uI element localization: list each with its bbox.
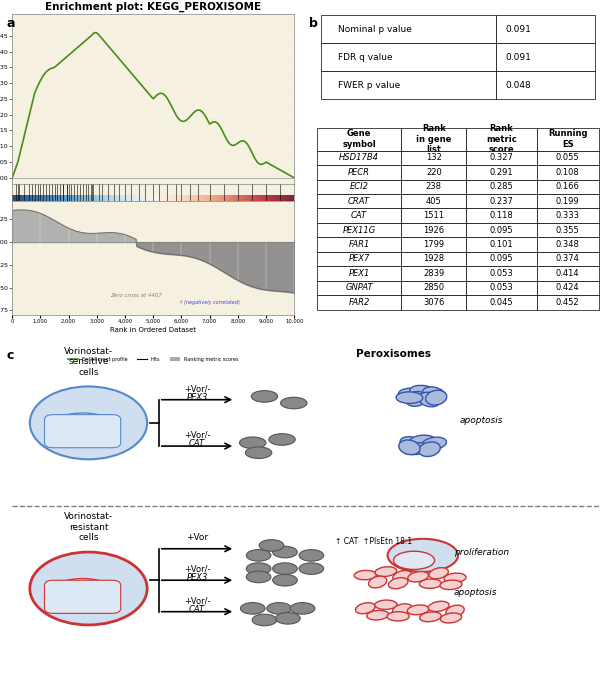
Ellipse shape [246,563,271,575]
Text: ↑ CAT  ↑PlsEtn 18:1: ↑ CAT ↑PlsEtn 18:1 [335,537,412,546]
Text: Vorinostat-
resistant
cells: Vorinostat- resistant cells [64,512,113,542]
Ellipse shape [396,392,423,403]
Ellipse shape [267,603,291,614]
Ellipse shape [246,571,271,583]
Text: PEX3: PEX3 [186,573,208,582]
Text: +Vor/-: +Vor/- [184,565,210,574]
Ellipse shape [367,610,389,620]
Ellipse shape [426,390,447,405]
Ellipse shape [259,540,284,551]
Ellipse shape [441,613,462,623]
Text: CAT: CAT [189,439,205,448]
Text: Zero cross at 4407: Zero cross at 4407 [111,292,163,297]
Ellipse shape [252,614,277,626]
Text: CAT: CAT [189,605,205,614]
Ellipse shape [246,447,272,458]
Ellipse shape [299,563,324,575]
Ellipse shape [419,393,441,407]
Ellipse shape [399,440,420,455]
Ellipse shape [30,386,147,460]
Ellipse shape [290,603,315,614]
Ellipse shape [419,442,441,456]
Text: † (negatively correlated): † (negatively correlated) [180,300,240,305]
Ellipse shape [48,579,118,612]
Text: +Vor/-: +Vor/- [184,384,210,393]
Ellipse shape [408,571,428,582]
Ellipse shape [444,573,466,583]
Ellipse shape [409,435,436,447]
Ellipse shape [30,552,147,625]
Ellipse shape [299,549,324,561]
Ellipse shape [420,612,441,622]
Text: Peroxisomes: Peroxisomes [356,349,431,359]
Ellipse shape [273,546,298,558]
Ellipse shape [428,601,449,612]
Ellipse shape [280,397,307,409]
Ellipse shape [375,566,397,577]
Text: c: c [6,349,13,362]
Ellipse shape [48,413,118,446]
Text: apoptosis: apoptosis [454,588,497,597]
Ellipse shape [419,579,442,588]
Ellipse shape [354,571,376,580]
Ellipse shape [429,568,448,579]
Text: b: b [309,17,318,30]
Ellipse shape [403,443,430,455]
Text: PEX3: PEX3 [186,393,208,401]
Ellipse shape [422,387,445,401]
Text: +Vor/-: +Vor/- [184,431,210,440]
Ellipse shape [251,390,277,402]
Title: Enrichment plot: KEGG_PEROXISOME: Enrichment plot: KEGG_PEROXISOME [45,1,262,12]
Ellipse shape [410,386,436,397]
Ellipse shape [368,576,387,588]
Text: apoptosis: apoptosis [459,416,503,425]
Ellipse shape [440,580,462,590]
Ellipse shape [240,437,266,449]
Text: +Vor/-: +Vor/- [184,597,210,606]
Ellipse shape [246,549,271,561]
Ellipse shape [393,551,434,569]
Text: 0 (positively correlated): 0 (positively correlated) [13,212,72,216]
X-axis label: Rank in Ordered Dataset: Rank in Ordered Dataset [110,327,196,333]
Text: Vorinostat-
sensitive
cells: Vorinostat- sensitive cells [64,347,113,377]
FancyBboxPatch shape [45,414,121,448]
Ellipse shape [408,605,429,614]
Ellipse shape [422,437,447,450]
Ellipse shape [273,563,298,575]
Ellipse shape [240,603,265,614]
Ellipse shape [387,539,458,572]
Ellipse shape [375,600,397,610]
Text: +Vor: +Vor [186,534,208,543]
Ellipse shape [387,612,409,621]
Ellipse shape [446,605,464,617]
Legend: Enrichment profile, Hits, Ranking metric scores: Enrichment profile, Hits, Ranking metric… [66,355,240,364]
Ellipse shape [392,603,412,615]
Ellipse shape [400,436,423,451]
FancyBboxPatch shape [45,580,121,613]
Text: proliferation: proliferation [454,549,509,558]
Ellipse shape [356,603,375,614]
Text: a: a [6,17,15,30]
Ellipse shape [389,577,408,588]
Ellipse shape [393,571,412,582]
Ellipse shape [273,575,298,586]
Ellipse shape [398,388,425,399]
Ellipse shape [276,612,300,624]
Ellipse shape [406,392,426,406]
Ellipse shape [269,434,295,445]
